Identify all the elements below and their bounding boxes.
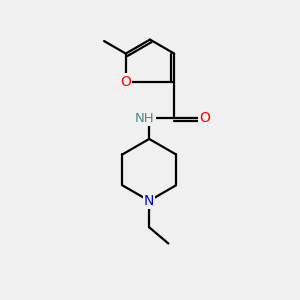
- Text: O: O: [199, 111, 210, 125]
- Text: N: N: [144, 194, 154, 208]
- Text: O: O: [120, 74, 131, 88]
- Text: NH: NH: [135, 112, 154, 125]
